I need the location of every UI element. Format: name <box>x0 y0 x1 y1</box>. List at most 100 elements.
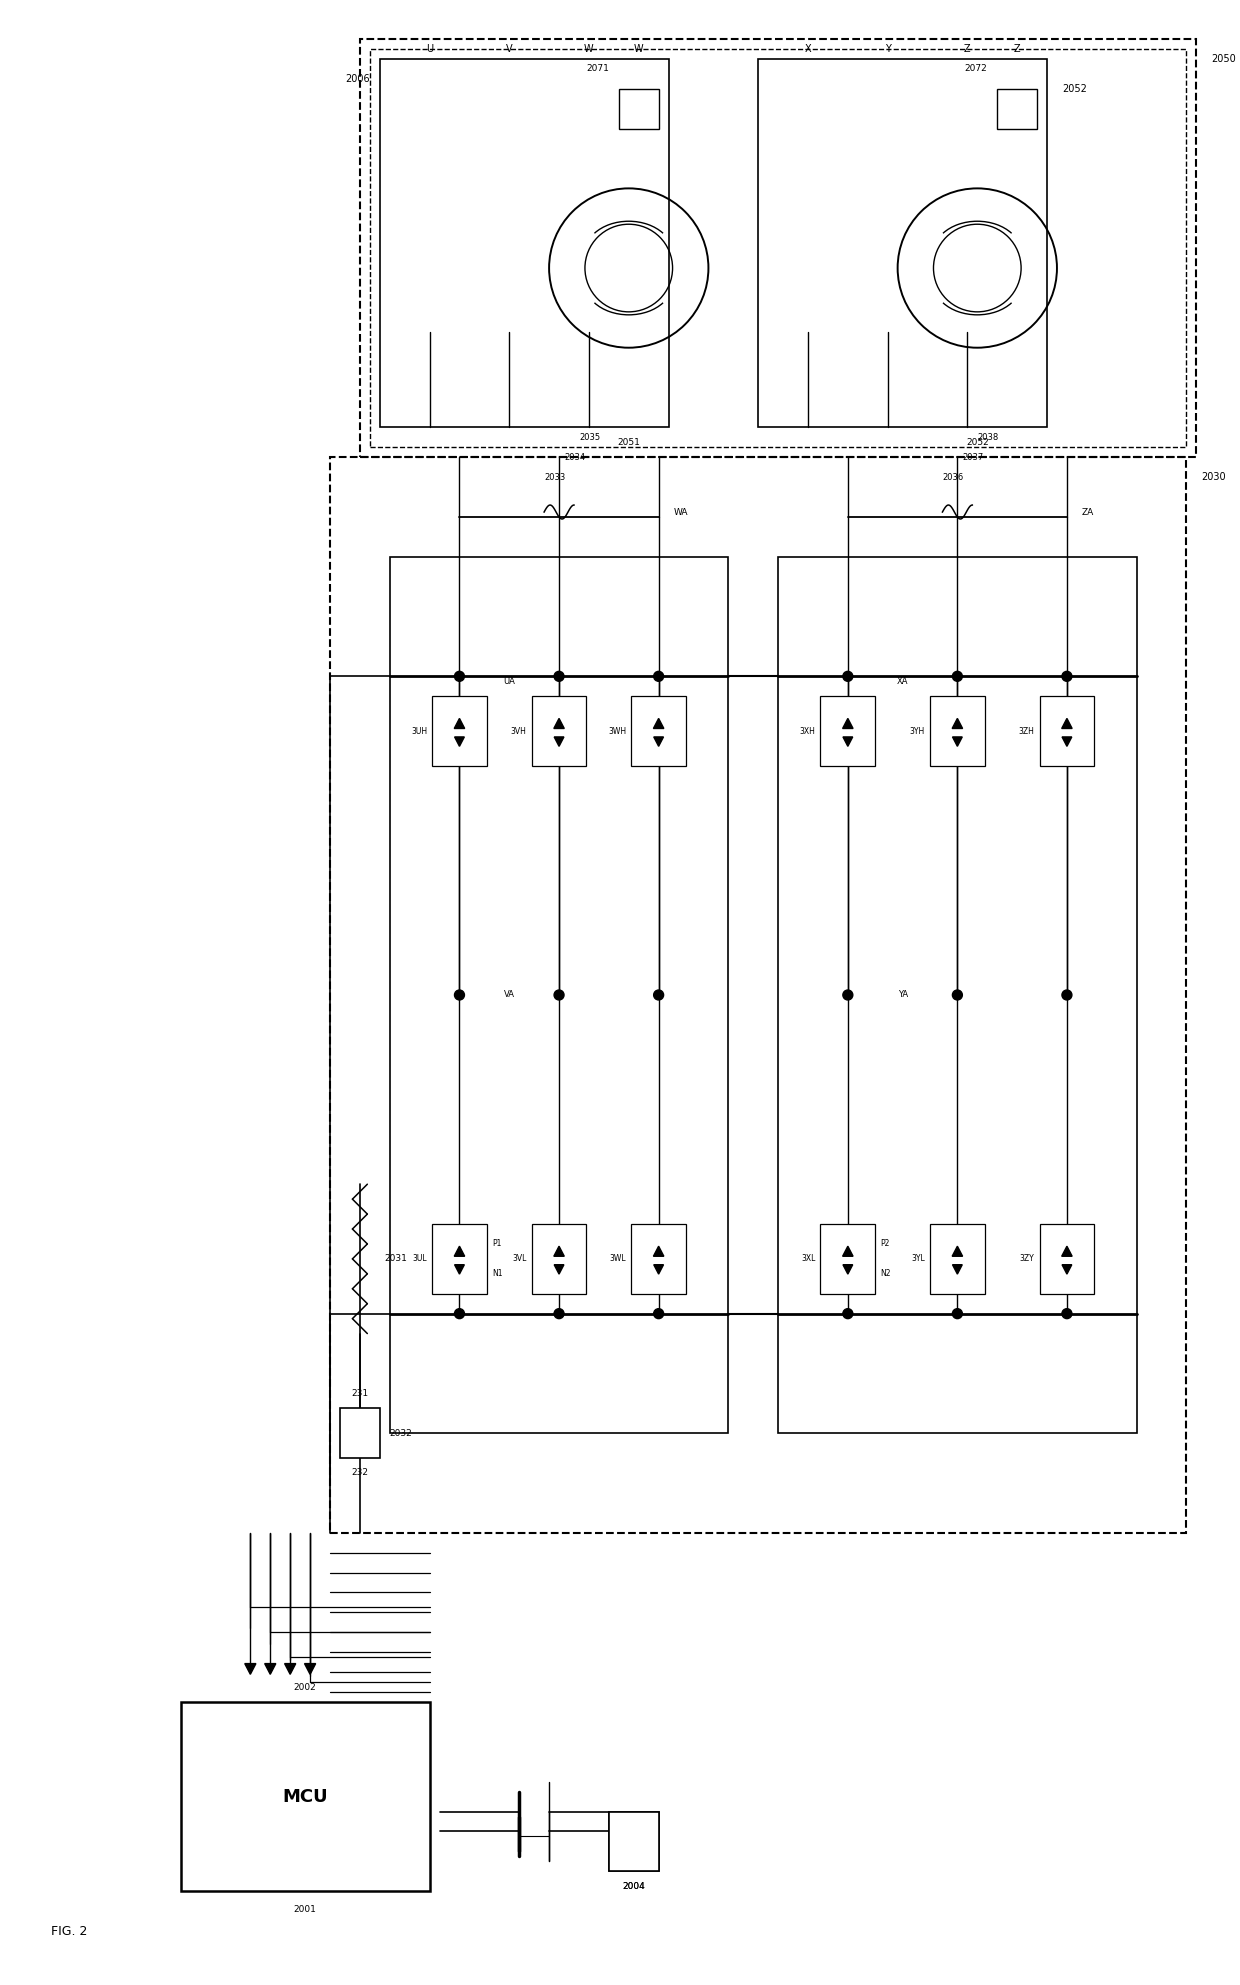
Polygon shape <box>454 719 465 728</box>
Bar <box>631 1225 686 1294</box>
Circle shape <box>843 991 853 1000</box>
Polygon shape <box>1061 1247 1073 1257</box>
Bar <box>619 89 658 129</box>
Circle shape <box>554 991 564 1000</box>
Bar <box>779 558 1137 1433</box>
Polygon shape <box>843 736 853 746</box>
Circle shape <box>952 1308 962 1318</box>
Polygon shape <box>653 1247 663 1257</box>
Text: 232: 232 <box>351 1469 368 1477</box>
Text: VA: VA <box>503 991 515 1000</box>
Bar <box>379 60 668 427</box>
Text: 2035: 2035 <box>579 433 600 443</box>
Text: 2036: 2036 <box>942 472 963 482</box>
Text: 3UL: 3UL <box>413 1255 427 1262</box>
Polygon shape <box>554 736 564 746</box>
Circle shape <box>653 991 663 1000</box>
Bar <box>432 1225 487 1294</box>
Text: 3YL: 3YL <box>911 1255 925 1262</box>
Polygon shape <box>244 1663 255 1673</box>
Polygon shape <box>554 719 564 728</box>
Text: 3XL: 3XL <box>801 1255 816 1262</box>
Text: MCU: MCU <box>283 1788 327 1806</box>
Text: ZA: ZA <box>1081 508 1094 516</box>
Circle shape <box>1061 671 1071 681</box>
Text: U: U <box>427 44 433 54</box>
Text: FIG. 2: FIG. 2 <box>51 1925 88 1937</box>
Text: X: X <box>805 44 811 54</box>
Circle shape <box>653 671 663 681</box>
Circle shape <box>1061 1308 1071 1318</box>
Text: N1: N1 <box>492 1268 502 1278</box>
Text: 2038: 2038 <box>977 433 998 443</box>
Text: 2006: 2006 <box>345 73 370 83</box>
Polygon shape <box>1061 1264 1071 1274</box>
Polygon shape <box>264 1663 275 1673</box>
Text: 2071: 2071 <box>587 64 609 73</box>
Text: XA: XA <box>897 677 909 685</box>
Polygon shape <box>653 736 663 746</box>
Circle shape <box>952 991 962 1000</box>
Text: 3ZH: 3ZH <box>1019 727 1034 736</box>
Bar <box>432 697 487 766</box>
Text: 2004: 2004 <box>622 1882 645 1892</box>
Bar <box>609 1812 658 1872</box>
Bar <box>532 1225 587 1294</box>
Polygon shape <box>952 1264 962 1274</box>
Text: UA: UA <box>503 677 515 685</box>
Bar <box>532 697 587 766</box>
Circle shape <box>653 1308 663 1318</box>
Bar <box>181 1701 429 1892</box>
Text: WA: WA <box>673 508 688 516</box>
Text: 3UH: 3UH <box>410 727 427 736</box>
Text: 2072: 2072 <box>965 64 987 73</box>
Text: 2052: 2052 <box>1061 83 1086 93</box>
Text: N2: N2 <box>880 1268 890 1278</box>
Bar <box>389 558 728 1433</box>
Text: 3YH: 3YH <box>910 727 925 736</box>
Text: 2002: 2002 <box>294 1683 316 1691</box>
Polygon shape <box>843 719 853 728</box>
Text: P1: P1 <box>492 1239 501 1249</box>
Text: YA: YA <box>898 991 908 1000</box>
Circle shape <box>554 671 564 681</box>
Polygon shape <box>285 1663 296 1673</box>
Text: 2032: 2032 <box>389 1429 413 1437</box>
Text: 3WH: 3WH <box>608 727 626 736</box>
Text: Z: Z <box>1014 44 1021 54</box>
Circle shape <box>843 671 853 681</box>
Text: 3VH: 3VH <box>511 727 527 736</box>
Text: 2037: 2037 <box>962 453 983 463</box>
Text: 2001: 2001 <box>294 1906 316 1914</box>
Text: V: V <box>506 44 512 54</box>
Text: Z: Z <box>963 44 971 54</box>
Text: Y: Y <box>884 44 890 54</box>
Bar <box>609 1812 658 1872</box>
Text: 2004: 2004 <box>622 1882 645 1892</box>
Circle shape <box>455 1308 465 1318</box>
Bar <box>758 60 1047 427</box>
Polygon shape <box>653 719 663 728</box>
Text: 3XH: 3XH <box>800 727 816 736</box>
Text: 2033: 2033 <box>544 472 565 482</box>
Text: 231: 231 <box>351 1390 368 1397</box>
Text: W: W <box>634 44 644 54</box>
Bar <box>631 697 686 766</box>
Bar <box>821 1225 875 1294</box>
Polygon shape <box>554 1247 564 1257</box>
Text: 2050: 2050 <box>1211 54 1236 64</box>
Polygon shape <box>952 719 962 728</box>
Circle shape <box>843 1308 853 1318</box>
Text: P2: P2 <box>880 1239 889 1249</box>
Bar <box>821 697 875 766</box>
Text: 2030: 2030 <box>1202 472 1226 482</box>
Text: 2031: 2031 <box>384 1255 408 1262</box>
Circle shape <box>554 1308 564 1318</box>
Text: 3ZY: 3ZY <box>1019 1255 1034 1262</box>
Polygon shape <box>455 736 464 746</box>
Text: 3WL: 3WL <box>610 1255 626 1262</box>
Bar <box>1039 697 1095 766</box>
Polygon shape <box>454 1247 465 1257</box>
Text: W: W <box>584 44 594 54</box>
Polygon shape <box>952 736 962 746</box>
